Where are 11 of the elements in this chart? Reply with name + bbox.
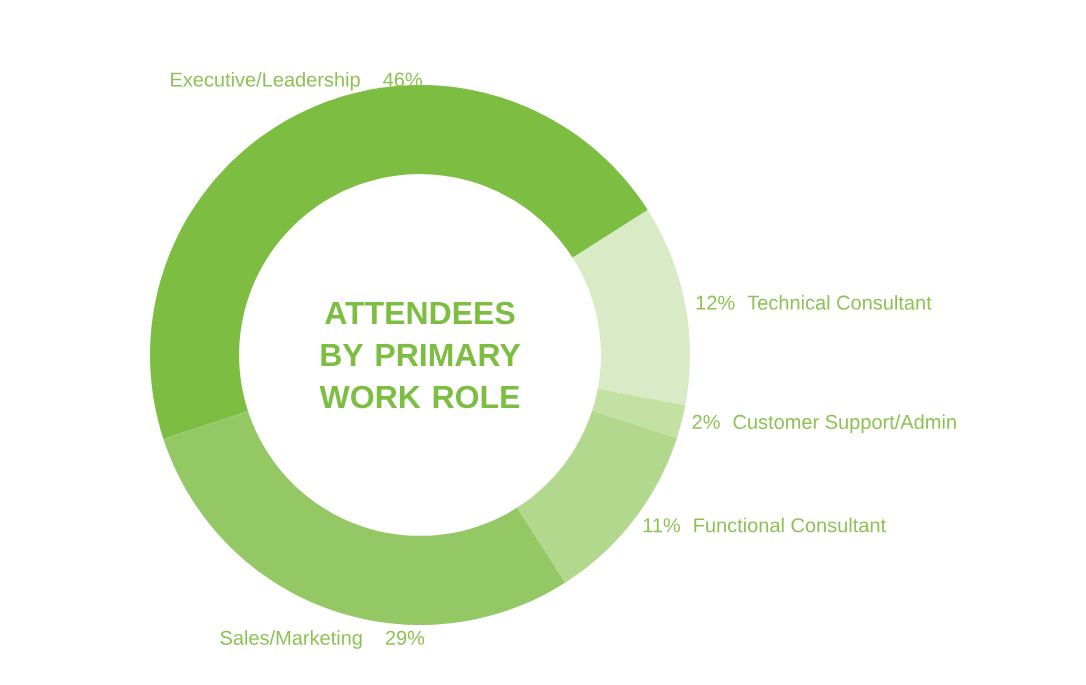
data-label: 46% xyxy=(383,72,422,87)
data-label: 11% xyxy=(643,518,681,533)
slice-label: Sales/Marketing xyxy=(220,630,362,649)
slice-label: Technical Consultant xyxy=(747,295,932,310)
slice-label: Executive/Leadership xyxy=(171,71,360,91)
text: ATTENDEES BY PRIMARY WORK ROLE xyxy=(319,301,521,409)
data-label: 2% xyxy=(692,414,720,429)
data-label: 12% xyxy=(696,295,735,310)
slice-label: Customer Support/Admin xyxy=(733,414,956,433)
data-label: 29% xyxy=(385,630,425,645)
slice-label: Functional Consultant xyxy=(694,517,886,533)
